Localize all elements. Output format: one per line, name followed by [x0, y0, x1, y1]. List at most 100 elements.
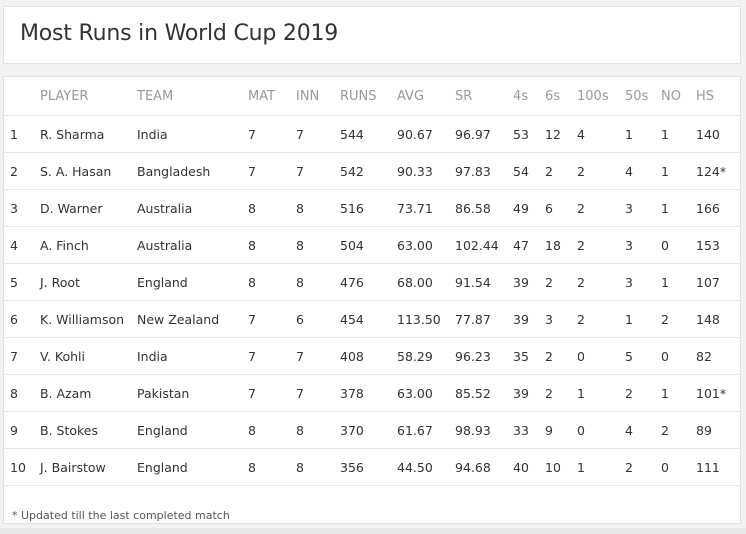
header-hundreds[interactable]: 100s — [577, 88, 609, 104]
table-row[interactable]: 10 J. Bairstow England 8 8 356 44.50 94.68 40 10 1… — [4, 448, 741, 486]
cell-inn: 7 — [296, 337, 340, 375]
table-row[interactable]: 4 A. Finch Australia 8 8 504 63.00 102.44 47 18 2 3… — [4, 226, 741, 264]
cell-not-outs: 1 — [661, 152, 696, 190]
cell-not-outs: 2 — [661, 300, 696, 338]
cell-inn: 8 — [296, 263, 340, 301]
header-rank — [4, 77, 40, 116]
cell-mat: 7 — [248, 300, 296, 338]
header-avg[interactable]: AVG — [397, 88, 425, 104]
cell-not-outs: 1 — [661, 374, 696, 412]
cell-sr: 102.44 — [455, 226, 513, 264]
cell-player: B. Stokes — [40, 411, 137, 449]
cell-not-outs: 2 — [661, 411, 696, 449]
cell-avg: 61.67 — [397, 411, 455, 449]
cell-sr: 77.87 — [455, 300, 513, 338]
cell-hundreds: 2 — [577, 263, 625, 301]
cell-not-outs: 0 — [661, 337, 696, 375]
cell-rank: 10 — [4, 448, 40, 486]
table-row[interactable]: 5 J. Root England 8 8 476 68.00 91.54 39 2 2 3 1 107 — [4, 263, 741, 301]
cell-rank: 8 — [4, 374, 40, 412]
cell-mat: 8 — [248, 189, 296, 227]
header-inn[interactable]: INN — [296, 88, 320, 104]
header-not-outs[interactable]: NO — [661, 88, 681, 104]
cell-player: A. Finch — [40, 226, 137, 264]
cell-mat: 7 — [248, 115, 296, 153]
cell-runs: 378 — [340, 374, 397, 412]
cell-hundreds: 0 — [577, 337, 625, 375]
cell-sr: 97.83 — [455, 152, 513, 190]
cell-rank: 2 — [4, 152, 40, 190]
cell-mat: 7 — [248, 152, 296, 190]
header-team[interactable]: TEAM — [137, 88, 174, 104]
cell-highest-score: 124* — [696, 152, 741, 190]
header-sixes[interactable]: 6s — [545, 88, 561, 104]
cell-rank: 3 — [4, 189, 40, 227]
cell-team: England — [137, 411, 248, 449]
cell-sixes: 10 — [545, 448, 577, 486]
cell-not-outs: 1 — [661, 189, 696, 227]
cell-hundreds: 2 — [577, 189, 625, 227]
cell-fifties: 1 — [625, 300, 661, 338]
cell-fours: 49 — [513, 189, 545, 227]
cell-team: Australia — [137, 226, 248, 264]
header-highest-score[interactable]: HS — [696, 88, 715, 104]
cell-team: England — [137, 448, 248, 486]
table-row[interactable]: 3 D. Warner Australia 8 8 516 73.71 86.58 49 6 2 3 1… — [4, 189, 741, 227]
header-player[interactable]: PLAYER — [40, 88, 89, 104]
cell-mat: 7 — [248, 374, 296, 412]
cell-not-outs: 0 — [661, 448, 696, 486]
cell-not-outs: 1 — [661, 263, 696, 301]
header-sr[interactable]: SR — [455, 88, 473, 104]
cell-avg: 44.50 — [397, 448, 455, 486]
table-row[interactable]: 2 S. A. Hasan Bangladesh 7 7 542 90.33 97.83 54 2… — [4, 152, 741, 190]
cell-fours: 54 — [513, 152, 545, 190]
cell-inn: 7 — [296, 152, 340, 190]
stats-table-card: PLAYER TEAM MAT INN RUNS AVG SR 4s 6s 10… — [3, 76, 741, 524]
cell-sixes: 3 — [545, 300, 577, 338]
cell-sr: 96.23 — [455, 337, 513, 375]
cell-sixes: 2 — [545, 263, 577, 301]
table-row[interactable]: 8 B. Azam Pakistan 7 7 378 63.00 85.52 39 2 1 2 1 101… — [4, 374, 741, 412]
cell-player: R. Sharma — [40, 115, 137, 153]
cell-player: S. A. Hasan — [40, 152, 137, 190]
cell-runs: 370 — [340, 411, 397, 449]
cell-avg: 58.29 — [397, 337, 455, 375]
header-runs[interactable]: RUNS — [340, 88, 377, 104]
cell-rank: 1 — [4, 115, 40, 153]
cell-mat: 8 — [248, 226, 296, 264]
header-fours[interactable]: 4s — [513, 88, 529, 104]
table-row[interactable]: 6 K. Williamson New Zealand 7 6 454 113.50 77.8… — [4, 300, 741, 338]
cell-team: India — [137, 115, 248, 153]
cell-avg: 90.33 — [397, 152, 455, 190]
cell-hundreds: 1 — [577, 374, 625, 412]
cell-avg: 90.67 — [397, 115, 455, 153]
cell-highest-score: 89 — [696, 411, 741, 449]
cell-sixes: 6 — [545, 189, 577, 227]
table-row[interactable]: 1 R. Sharma India 7 7 544 90.67 96.97 53 12 4 1 1 140 — [4, 115, 741, 153]
cell-inn: 8 — [296, 448, 340, 486]
cell-inn: 8 — [296, 189, 340, 227]
cell-sr: 98.93 — [455, 411, 513, 449]
header-fifties[interactable]: 50s — [625, 88, 649, 104]
cell-team: Australia — [137, 189, 248, 227]
footnote: * Updated till the last completed match — [12, 509, 230, 522]
cell-sr: 86.58 — [455, 189, 513, 227]
cell-fifties: 2 — [625, 448, 661, 486]
table-row[interactable]: 7 V. Kohli India 7 7 408 58.29 96.23 35 2 0 5 0 82 — [4, 337, 741, 375]
cell-not-outs: 0 — [661, 226, 696, 264]
cell-highest-score: 107 — [696, 263, 741, 301]
cell-not-outs: 1 — [661, 115, 696, 153]
cell-hundreds: 1 — [577, 448, 625, 486]
cell-sr: 85.52 — [455, 374, 513, 412]
cell-player: D. Warner — [40, 189, 137, 227]
cell-sixes: 2 — [545, 374, 577, 412]
cell-team: England — [137, 263, 248, 301]
cell-mat: 8 — [248, 263, 296, 301]
cell-rank: 7 — [4, 337, 40, 375]
cell-runs: 542 — [340, 152, 397, 190]
cell-player: J. Root — [40, 263, 137, 301]
table-row[interactable]: 9 B. Stokes England 8 8 370 61.67 98.93 33 9 0 4 2 89 — [4, 411, 741, 449]
cell-highest-score: 111 — [696, 448, 741, 486]
cell-runs: 476 — [340, 263, 397, 301]
header-mat[interactable]: MAT — [248, 88, 276, 104]
